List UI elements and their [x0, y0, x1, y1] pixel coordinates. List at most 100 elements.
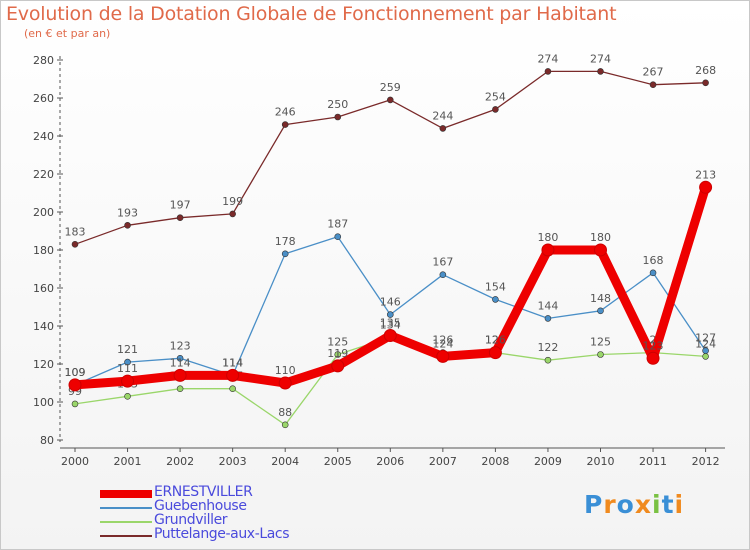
data-point-ernestviller [278, 376, 292, 390]
data-label-ernestviller: 180 [590, 231, 611, 244]
y-tick-label: 180 [33, 244, 54, 257]
data-point-ernestviller [436, 349, 450, 363]
legend-label-guebenhouse: Guebenhouse [154, 498, 247, 514]
data-point-puttelange-aux-lacs [386, 96, 394, 104]
data-point-grundviller [281, 421, 289, 429]
legend-label-grundviller: Grundviller [154, 512, 228, 528]
data-label-puttelange-aux-lacs: 193 [117, 206, 138, 219]
data-point-grundviller [176, 385, 184, 393]
x-tick-label: 2011 [639, 455, 667, 468]
x-tick-label: 2001 [114, 455, 142, 468]
data-label-puttelange-aux-lacs: 259 [380, 81, 401, 94]
data-label-puttelange-aux-lacs: 268 [695, 64, 716, 77]
data-point-grundviller [229, 385, 236, 393]
data-point-ernestviller [68, 378, 82, 392]
data-point-puttelange-aux-lacs [492, 106, 499, 113]
data-label-puttelange-aux-lacs: 274 [537, 52, 558, 65]
data-point-ernestviller [541, 243, 555, 257]
data-point-grundviller [71, 400, 79, 408]
data-point-grundviller [544, 356, 552, 364]
data-point-puttelange-aux-lacs [334, 113, 342, 121]
legend-label-ernestviller: ERNESTVILLER [154, 484, 253, 500]
data-label-puttelange-aux-lacs: 250 [327, 98, 348, 111]
data-point-grundviller [124, 392, 131, 400]
data-point-guebenhouse [281, 250, 289, 258]
legend-swatch-ernestviller [100, 490, 152, 498]
data-point-puttelange-aux-lacs [649, 81, 657, 88]
data-point-grundviller [597, 351, 604, 358]
chart-subtitle: (en € et par an) [24, 27, 111, 40]
data-point-puttelange-aux-lacs [229, 210, 236, 218]
legend-swatch-puttelange [100, 535, 152, 537]
legend-swatch-grundviller [100, 521, 152, 523]
data-label-grundviller: 122 [537, 341, 558, 354]
data-point-ernestviller [383, 329, 397, 342]
data-label-ernestviller: 123 [643, 339, 664, 352]
data-label-ernestviller: 119 [327, 347, 348, 360]
y-tick-label: 160 [33, 282, 54, 295]
data-label-guebenhouse: 109 [65, 366, 86, 379]
x-tick-label: 2002 [166, 455, 194, 468]
data-label-puttelange-aux-lacs: 183 [65, 225, 86, 238]
x-tick-label: 2009 [534, 455, 562, 468]
y-tick-label: 220 [33, 168, 54, 181]
data-label-guebenhouse: 144 [537, 299, 558, 312]
data-point-ernestviller [488, 346, 502, 360]
x-tick-label: 2000 [61, 455, 89, 468]
data-label-ernestviller: 114 [170, 356, 191, 369]
data-label-puttelange-aux-lacs: 197 [170, 199, 191, 212]
data-label-guebenhouse: 178 [275, 235, 296, 248]
data-label-ernestviller: 124 [432, 337, 453, 350]
data-point-guebenhouse [176, 354, 184, 362]
series-line-ernestviller [70, 182, 711, 390]
data-point-puttelange-aux-lacs [597, 68, 604, 75]
data-point-puttelange-aux-lacs [124, 222, 131, 229]
x-tick-label: 2004 [271, 455, 299, 468]
data-label-guebenhouse: 167 [432, 256, 453, 269]
proxiti-logo: Proxiti [584, 490, 685, 519]
data-label-guebenhouse: 187 [327, 218, 348, 231]
y-tick-label: 140 [33, 320, 54, 333]
x-tick-label: 2003 [219, 455, 247, 468]
chart-title: Evolution de la Dotation Globale de Fonc… [6, 3, 617, 25]
data-point-guebenhouse [439, 271, 447, 279]
x-tick-label: 2012 [692, 455, 720, 468]
data-label-puttelange-aux-lacs: 267 [643, 66, 664, 79]
data-label-grundviller: 134 [380, 318, 401, 331]
data-point-guebenhouse [597, 307, 604, 315]
data-label-ernestviller: 111 [117, 362, 138, 375]
data-point-puttelange-aux-lacs [544, 68, 552, 75]
y-tick-label: 200 [33, 206, 54, 219]
data-point-guebenhouse [334, 233, 342, 240]
data-point-ernestviller [331, 359, 345, 373]
data-label-ernestviller: 213 [695, 168, 716, 181]
data-point-ernestviller [594, 243, 607, 257]
data-point-guebenhouse [492, 296, 499, 303]
x-tick-label: 2010 [587, 455, 615, 468]
data-label-guebenhouse: 146 [380, 296, 401, 309]
legend-swatch-guebenhouse [100, 507, 152, 509]
data-label-guebenhouse: 127 [695, 332, 716, 345]
data-point-grundviller [702, 353, 709, 360]
y-tick-label: 100 [33, 396, 54, 409]
data-label-guebenhouse: 168 [643, 254, 664, 267]
data-point-puttelange-aux-lacs [702, 79, 709, 87]
data-label-grundviller: 88 [278, 406, 292, 419]
data-label-guebenhouse: 114 [222, 356, 243, 369]
data-point-puttelange-aux-lacs [176, 214, 184, 221]
data-label-puttelange-aux-lacs: 254 [485, 90, 506, 103]
y-tick-label: 280 [33, 54, 54, 67]
data-point-guebenhouse [544, 315, 552, 322]
data-point-puttelange-aux-lacs [71, 241, 79, 248]
data-point-guebenhouse [649, 269, 657, 277]
data-label-ernestviller: 109 [65, 366, 86, 379]
data-point-ernestviller [173, 368, 187, 382]
data-label-ernestviller: 135 [380, 317, 401, 330]
data-label-ernestviller: 114 [222, 356, 243, 369]
data-label-grundviller: 125 [590, 336, 611, 349]
data-label-puttelange-aux-lacs: 274 [590, 52, 611, 65]
data-label-guebenhouse: 123 [170, 339, 191, 352]
legend-label-puttelange: Puttelange-aux-Lacs [154, 526, 290, 542]
